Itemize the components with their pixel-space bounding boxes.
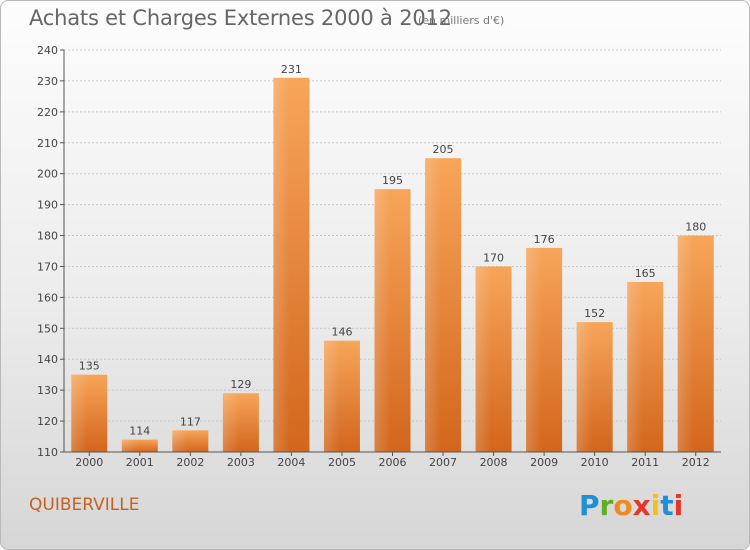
bar-highlight bbox=[121, 439, 139, 452]
x-tick-label: 2008 bbox=[480, 456, 508, 469]
proxiti-logo: Proxiti bbox=[579, 489, 684, 522]
y-tick-label: 180 bbox=[37, 230, 58, 243]
bar-highlight bbox=[526, 247, 543, 452]
bar-highlight bbox=[627, 281, 644, 452]
x-tick-label: 2002 bbox=[176, 456, 204, 469]
y-tick-label: 110 bbox=[37, 446, 58, 459]
y-tick-label: 210 bbox=[37, 137, 58, 150]
x-tick-label: 2010 bbox=[581, 456, 609, 469]
y-tick-label: 190 bbox=[37, 199, 58, 212]
bar-highlight bbox=[273, 77, 290, 452]
bar-highlight bbox=[71, 374, 88, 452]
y-tick-label: 150 bbox=[37, 322, 58, 335]
bar-value-label: 180 bbox=[685, 221, 706, 234]
bar-value-label: 165 bbox=[635, 267, 656, 280]
y-tick-label: 140 bbox=[37, 353, 58, 366]
bar-value-label: 176 bbox=[534, 233, 555, 246]
chart-title: Achats et Charges Externes 2000 à 2012 bbox=[29, 6, 452, 30]
x-tick-label: 2001 bbox=[126, 456, 154, 469]
y-tick-label: 230 bbox=[37, 75, 58, 88]
bar-highlight bbox=[323, 340, 341, 452]
x-tick-label: 2003 bbox=[227, 456, 255, 469]
x-tick-label: 2004 bbox=[277, 456, 305, 469]
bar-highlight bbox=[222, 393, 240, 452]
bar-value-label: 205 bbox=[433, 143, 454, 156]
bar-highlight bbox=[576, 322, 593, 452]
bar-highlight bbox=[677, 235, 694, 452]
bar-highlight bbox=[374, 189, 391, 452]
bar-highlight bbox=[425, 158, 442, 452]
bar-highlight bbox=[475, 266, 492, 452]
bar-value-label: 135 bbox=[79, 360, 100, 373]
y-tick-label: 200 bbox=[37, 168, 58, 181]
x-tick-label: 2012 bbox=[682, 456, 710, 469]
bar-value-label: 195 bbox=[382, 174, 403, 187]
chart-subtitle: (en milliers d'€) bbox=[418, 14, 505, 27]
y-tick-label: 170 bbox=[37, 260, 58, 273]
bar-value-label: 231 bbox=[281, 63, 302, 76]
labels: 110 120 130 140 150 160 170 180 190 200 210 220 230 2… bbox=[37, 44, 710, 469]
x-tick-label: 2006 bbox=[379, 456, 407, 469]
y-tick-label: 160 bbox=[37, 291, 58, 304]
x-tick-label: 2011 bbox=[631, 456, 659, 469]
city-name: QUIBERVILLE bbox=[29, 495, 140, 515]
y-tick-label: 130 bbox=[37, 384, 58, 397]
bar-highlight bbox=[172, 430, 189, 452]
bar-value-label: 129 bbox=[230, 378, 251, 391]
bar-value-label: 117 bbox=[180, 415, 201, 428]
bar-value-label: 146 bbox=[331, 326, 352, 339]
x-tick-label: 2005 bbox=[328, 456, 356, 469]
x-tick-label: 2009 bbox=[530, 456, 558, 469]
y-tick-label: 120 bbox=[37, 415, 58, 428]
bar-value-label: 114 bbox=[129, 425, 150, 438]
x-tick-label: 2007 bbox=[429, 456, 457, 469]
y-tick-label: 220 bbox=[37, 106, 58, 119]
y-tick-label: 240 bbox=[37, 44, 58, 57]
bar-value-label: 152 bbox=[584, 307, 605, 320]
bar-value-label: 170 bbox=[483, 251, 504, 264]
x-tick-label: 2000 bbox=[75, 456, 103, 469]
bars bbox=[71, 77, 714, 452]
axes bbox=[60, 49, 721, 456]
